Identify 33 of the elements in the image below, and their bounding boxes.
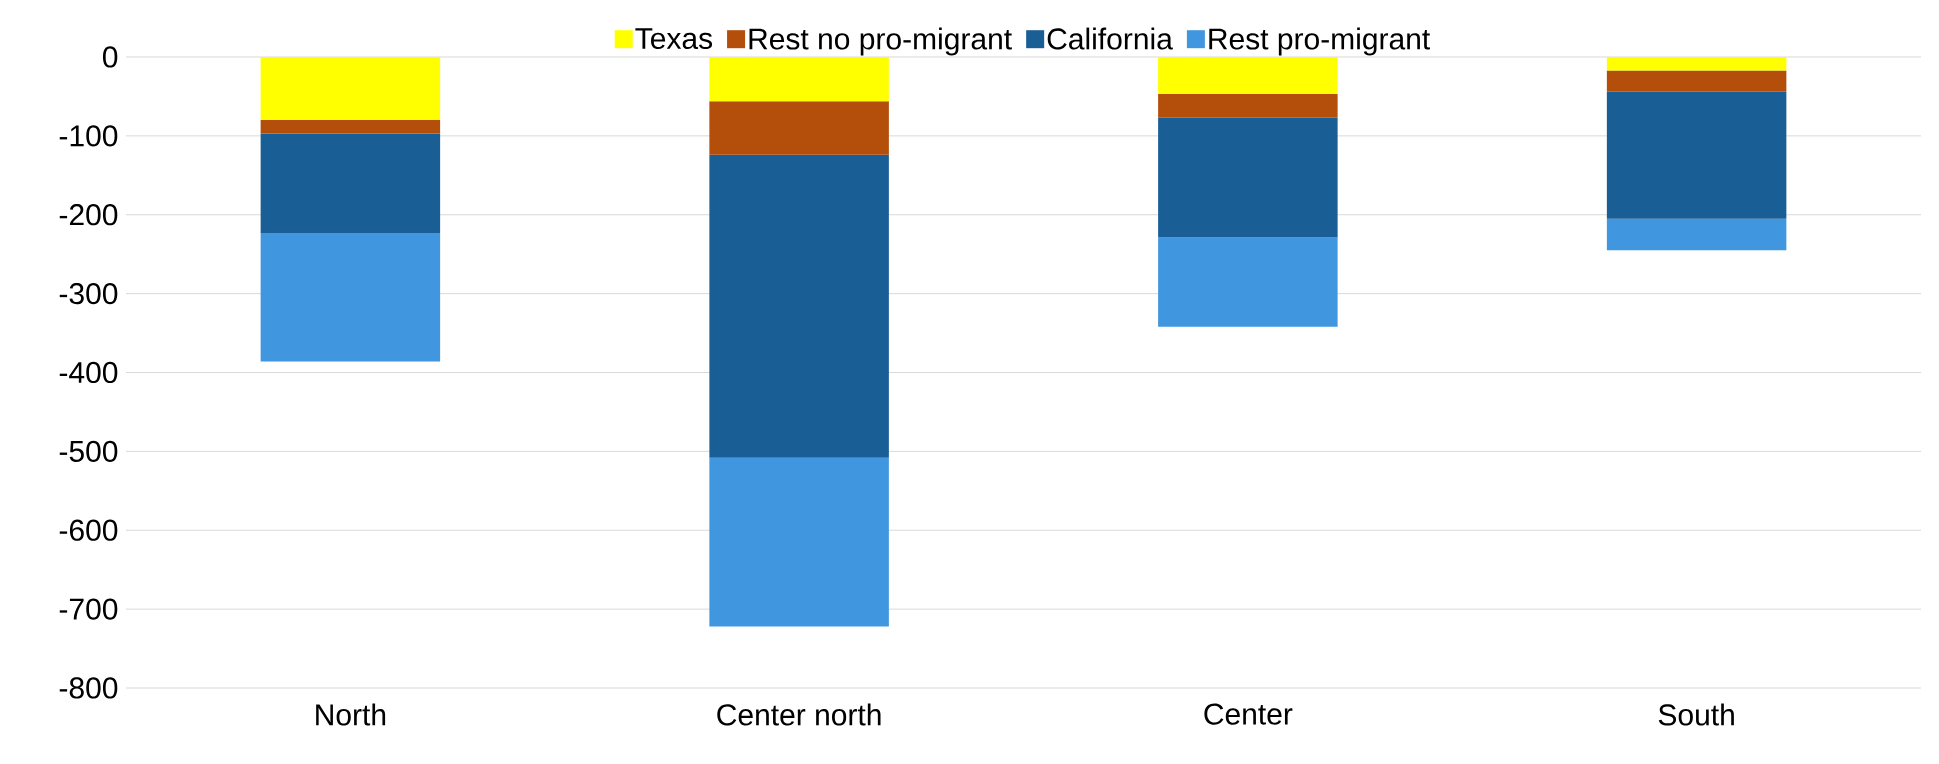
y-tick-label: -300: [59, 283, 118, 305]
bar: [260, 232, 441, 362]
bar: [260, 133, 441, 233]
bar: [1606, 91, 1787, 219]
legend-label: Rest pro-migrant: [1209, 27, 1430, 56]
legend-label: California: [1047, 27, 1173, 50]
bar: [1606, 57, 1787, 71]
y-tick-label: -700: [59, 598, 118, 620]
bar: [1158, 237, 1338, 327]
x-tick-label: Center north: [717, 703, 881, 726]
bar: [260, 57, 441, 121]
x-tick-label: Center: [1204, 703, 1293, 725]
y-tick-label: -600: [59, 519, 118, 541]
y-tick-label: -500: [59, 440, 118, 462]
bar: [260, 120, 441, 134]
x-tick-label: South: [1658, 703, 1734, 726]
bar: [709, 457, 889, 627]
bar: [709, 154, 889, 458]
bar: [1606, 218, 1787, 251]
x-tick-label: North: [316, 703, 386, 726]
bar: [709, 101, 889, 155]
y-tick-label: -400: [59, 361, 118, 384]
bar: [1158, 117, 1338, 238]
y-tick-label: -200: [59, 204, 118, 226]
bar: [1158, 94, 1338, 118]
bar: [709, 57, 889, 102]
legend-label: Rest no pro-migrant: [749, 27, 1012, 56]
y-tick-label: -800: [59, 677, 118, 699]
legend-label: Texas: [635, 28, 713, 50]
bar: [1606, 70, 1787, 92]
bar: [1158, 57, 1338, 95]
y-tick-label: 0: [102, 46, 118, 68]
y-tick-label: -100: [59, 125, 118, 147]
